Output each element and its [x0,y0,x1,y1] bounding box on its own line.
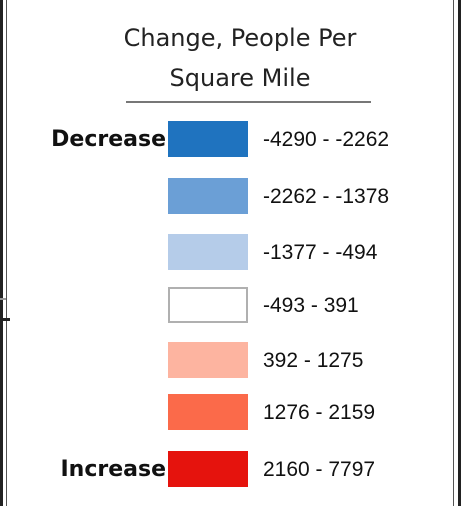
increase-label: Increase [60,457,166,482]
legend-title: Change, People Per Square Mile [60,18,420,98]
legend-title-line-1: Change, People Per [123,24,357,52]
legend-row-4: -493 - 391 [0,284,461,328]
legend-title-line-2: Square Mile [169,64,311,92]
legend-row-6: 1276 - 2159 [0,391,461,435]
frame-inner-rule-right [453,0,454,506]
legend-row-1: Decrease -4290 - -2262 [0,118,461,162]
map-edge-tick-faint [0,298,6,300]
legend-range-4: -493 - 391 [263,294,359,317]
legend-swatch-2 [168,178,248,214]
legend-row-5: 392 - 1275 [0,339,461,383]
legend-swatch-1 [168,121,248,157]
legend-range-3: -1377 - -494 [263,241,378,264]
frame-inner-rule-left [6,0,7,506]
legend-range-5: 392 - 1275 [263,349,364,372]
legend-swatch-5 [168,342,248,378]
legend-swatch-3 [168,234,248,270]
title-underline [126,101,371,103]
legend-row-2: -2262 - -1378 [0,175,461,219]
legend-swatch-6 [168,394,248,430]
legend-row-7: Increase 2160 - 7797 [0,448,461,492]
legend-range-7: 2160 - 7797 [263,458,376,481]
legend-range-1: -4290 - -2262 [263,128,390,151]
decrease-label: Decrease [51,127,166,152]
legend-swatch-4 [168,287,248,323]
legend-row-3: -1377 - -494 [0,231,461,275]
legend-swatch-7 [168,451,248,487]
map-edge-tick [0,318,10,321]
legend-range-2: -2262 - -1378 [263,185,390,208]
legend-range-6: 1276 - 2159 [263,401,376,424]
